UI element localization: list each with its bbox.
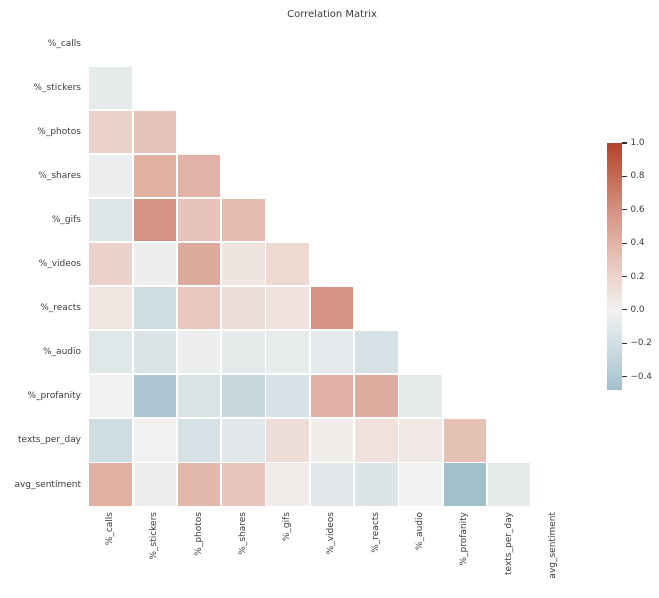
y-tick-label: %_calls xyxy=(47,38,81,49)
x-tick-label: %_stickers xyxy=(149,512,160,560)
heatmap-cell xyxy=(89,110,132,153)
heatmap-cell xyxy=(89,419,132,462)
y-tick-label: %_photos xyxy=(37,126,81,137)
heatmap-cell xyxy=(310,287,354,330)
y-tick-label: %_gifs xyxy=(51,214,81,225)
heatmap-cell xyxy=(133,154,177,197)
heatmap-cell xyxy=(177,375,221,418)
chart-title: Correlation Matrix xyxy=(287,9,377,20)
heatmap-cell xyxy=(443,419,487,462)
heatmap-cell xyxy=(133,242,177,286)
x-tick-label: %_profanity xyxy=(459,512,470,566)
heatmap-cell xyxy=(443,463,487,506)
colorbar-tick-label: 1.0 xyxy=(630,138,645,148)
heatmap-cell xyxy=(310,419,354,462)
x-tick-label: %_gifs xyxy=(282,512,293,542)
colorbar-tick-mark xyxy=(621,275,627,278)
heatmap-cell xyxy=(89,242,132,286)
heatmap-cell xyxy=(133,331,177,374)
colorbar-tick-label: 0.0 xyxy=(630,304,645,315)
heatmap-cell xyxy=(310,463,354,506)
heatmap-cell xyxy=(355,463,398,506)
heatmap-cell xyxy=(266,331,309,374)
colorbar-tick-label: −0.2 xyxy=(630,338,652,349)
colorbar-tick-label: 0.4 xyxy=(630,238,645,249)
y-tick-label: %_shares xyxy=(38,170,81,181)
heatmap-cell xyxy=(355,375,398,418)
y-tick-label: %_profanity xyxy=(27,391,81,402)
x-tick-label: %_photos xyxy=(193,512,204,556)
colorbar-tick-mark xyxy=(621,242,627,244)
y-tick-label: texts_per_day xyxy=(18,435,81,446)
heatmap-cell xyxy=(89,463,132,506)
colorbar-tick-mark xyxy=(621,142,627,144)
heatmap-cell xyxy=(89,198,132,242)
heatmap-cell xyxy=(222,463,265,506)
y-tick-label: %_stickers xyxy=(33,82,81,93)
heatmap-cell xyxy=(222,331,265,374)
colorbar-tick-mark xyxy=(621,309,627,311)
heatmap-cell xyxy=(177,331,221,374)
heatmap-cell xyxy=(177,198,221,242)
heatmap-cell xyxy=(177,242,221,286)
heatmap-cell xyxy=(355,331,398,374)
heatmap-cell xyxy=(133,419,177,462)
colorbar-tick-label: 0.6 xyxy=(630,204,645,215)
heatmap-cell xyxy=(89,331,132,374)
y-tick-label: %_reacts xyxy=(40,303,81,314)
heatmap-cell xyxy=(89,66,132,109)
x-tick-label: %_reacts xyxy=(370,512,381,553)
x-tick-label: %_audio xyxy=(415,512,426,550)
x-tick-label: avg_sentiment xyxy=(547,512,558,579)
heatmap-cell xyxy=(177,287,221,330)
colorbar-tick-mark xyxy=(621,209,627,211)
heatmap-cell xyxy=(399,463,442,506)
heatmap-cell xyxy=(487,463,531,506)
colorbar-tick-mark xyxy=(621,175,627,177)
heatmap-cell xyxy=(222,419,265,462)
heatmap-cell xyxy=(177,154,221,197)
x-tick-label: %_shares xyxy=(237,512,248,555)
colorbar-tick-label: 0.8 xyxy=(630,171,645,182)
heatmap-cell xyxy=(133,198,177,242)
x-tick-label: texts_per_day xyxy=(503,512,514,575)
heatmap-cell xyxy=(133,110,177,153)
heatmap-cell xyxy=(355,419,398,462)
heatmap-cell xyxy=(177,463,221,506)
heatmap-cell xyxy=(89,375,132,418)
heatmap-cell xyxy=(266,287,309,330)
y-tick-label: %_videos xyxy=(38,259,81,270)
colorbar-tick-mark xyxy=(621,376,627,378)
heatmap-cell xyxy=(133,463,177,506)
heatmap-cell xyxy=(399,419,442,462)
heatmap-cell xyxy=(133,287,177,330)
y-tick-label: %_audio xyxy=(43,347,81,358)
heatmap-cell xyxy=(133,375,177,418)
heatmap-cell xyxy=(310,331,354,374)
heatmap-cell xyxy=(222,287,265,330)
heatmap-cell xyxy=(89,287,132,330)
colorbar-gradient xyxy=(607,143,622,390)
colorbar-tick-mark xyxy=(621,342,627,344)
heatmap-cell xyxy=(89,154,132,197)
heatmap-cell xyxy=(266,419,309,462)
y-tick-label: avg_sentiment xyxy=(14,479,81,490)
x-tick-label: %_videos xyxy=(326,512,337,555)
heatmap-cell xyxy=(222,375,265,418)
heatmap-cell xyxy=(310,375,354,418)
heatmap-cell xyxy=(222,242,265,286)
heatmap-cell xyxy=(177,419,221,462)
heatmap-cell xyxy=(266,242,309,286)
x-tick-label: %_calls xyxy=(105,512,116,546)
heatmap-cell xyxy=(399,375,442,418)
heatmap-cell xyxy=(266,463,309,506)
colorbar-tick-label: 0.2 xyxy=(630,271,645,282)
heatmap-cell xyxy=(266,375,309,418)
colorbar-tick-label: −0.4 xyxy=(630,371,652,382)
heatmap-cell xyxy=(222,198,265,242)
